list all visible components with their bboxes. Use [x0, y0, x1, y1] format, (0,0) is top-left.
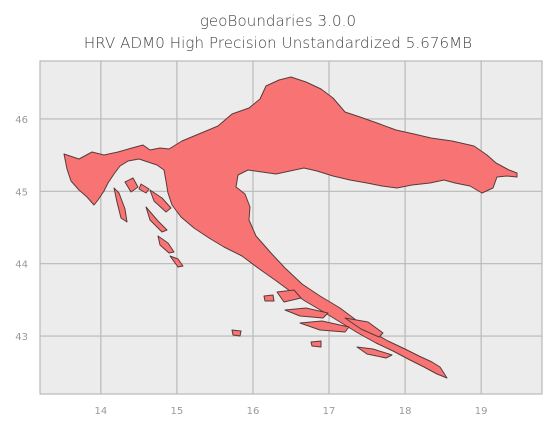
- island-polygon: [299, 320, 350, 333]
- island-polygon: [284, 307, 329, 319]
- x-tick-label: 19: [475, 406, 488, 417]
- island-polygon: [344, 317, 384, 338]
- y-axis-ticks: 43 44 45 46: [15, 115, 28, 343]
- y-tick-label: 46: [15, 115, 28, 126]
- x-axis-ticks: 14 15 16 17 18 19: [94, 406, 487, 417]
- x-tick-label: 16: [247, 406, 260, 417]
- island-polygon: [356, 346, 393, 359]
- mainland-polygon: [63, 76, 518, 379]
- y-tick-label: 45: [15, 187, 28, 198]
- island-polygon: [310, 340, 322, 348]
- map-title: geoBoundaries 3.0.0: [199, 12, 357, 30]
- x-tick-label: 18: [399, 406, 412, 417]
- x-tick-label: 14: [94, 406, 107, 417]
- island-polygon: [145, 206, 168, 233]
- grid-lines: [40, 61, 542, 394]
- x-tick-label: 15: [171, 406, 184, 417]
- island-polygon: [157, 235, 175, 254]
- island-polygon: [124, 177, 139, 193]
- island-polygon: [276, 289, 302, 303]
- y-tick-label: 44: [15, 260, 28, 271]
- island-polygon: [113, 187, 128, 223]
- island-polygon: [263, 294, 275, 302]
- country-shape: [63, 76, 518, 379]
- island-polygon: [169, 255, 184, 268]
- map-subtitle: HRV ADM0 High Precision Unstandardized 5…: [83, 34, 473, 52]
- island-polygon: [231, 329, 242, 337]
- x-tick-label: 17: [323, 406, 336, 417]
- plot-frame: [39, 60, 543, 395]
- y-tick-label: 43: [15, 332, 28, 343]
- island-polygon: [149, 189, 172, 213]
- island-polygon: [138, 183, 150, 194]
